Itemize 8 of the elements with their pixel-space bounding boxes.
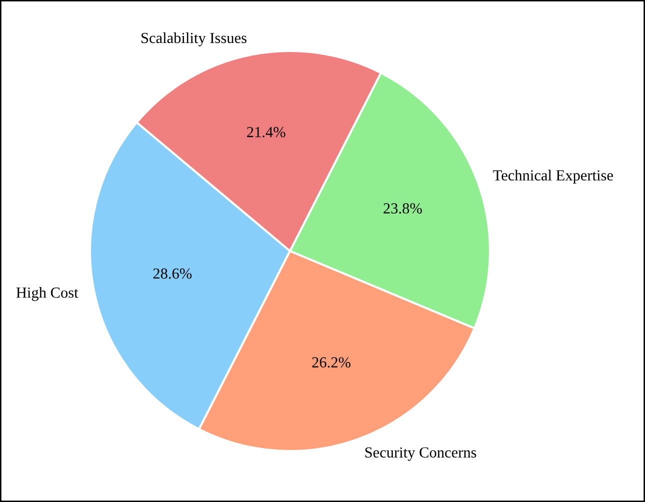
data-label: 21.4% [247, 126, 286, 138]
data-label: 26.2% [312, 357, 350, 368]
slice-label: High Cost [16, 287, 78, 301]
data-label: 28.6% [153, 268, 192, 279]
slice-label: Technical Expertise [493, 170, 613, 184]
data-label: 23.8% [384, 203, 422, 214]
slice-label: Security Concerns [365, 447, 476, 461]
slice-label: Scalability Issues [142, 32, 246, 46]
